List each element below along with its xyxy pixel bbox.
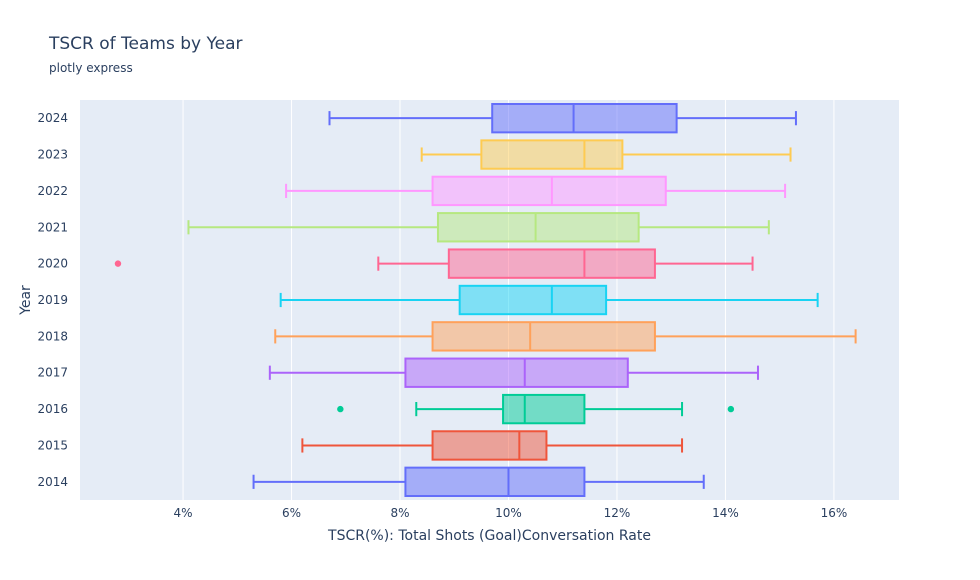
y-tick-label: 2018 bbox=[37, 329, 68, 343]
box-trace bbox=[187, 212, 770, 243]
chart-title: TSCR of Teams by Year bbox=[49, 34, 243, 54]
box-trace bbox=[337, 393, 735, 425]
box-trace bbox=[420, 139, 792, 170]
box-iqr bbox=[480, 139, 624, 170]
box-trace bbox=[279, 284, 819, 316]
x-tick-label: 10% bbox=[495, 506, 522, 520]
box-iqr bbox=[436, 212, 640, 243]
y-tick-label: 2023 bbox=[37, 148, 68, 162]
y-tick-label: 2015 bbox=[37, 438, 68, 452]
box-trace bbox=[114, 248, 754, 279]
x-tick-label: 14% bbox=[712, 506, 739, 520]
y-tick-label: 2022 bbox=[37, 184, 68, 198]
x-tick-label: 6% bbox=[282, 506, 301, 520]
chart-subtitle: plotly express bbox=[49, 61, 133, 75]
outlier-point bbox=[727, 405, 735, 413]
y-tick-label: 2021 bbox=[37, 220, 68, 234]
box-iqr bbox=[404, 357, 629, 388]
outlier-point bbox=[337, 405, 344, 413]
box-iqr bbox=[431, 430, 548, 461]
box-iqr bbox=[502, 393, 586, 425]
box-iqr bbox=[431, 321, 656, 352]
box-trace bbox=[252, 466, 705, 497]
box-trace bbox=[274, 321, 857, 352]
y-axis-label: Year bbox=[18, 285, 34, 316]
box-trace bbox=[285, 175, 787, 207]
y-tick-label: 2024 bbox=[37, 111, 68, 125]
box-iqr bbox=[491, 103, 678, 134]
box-iqr bbox=[447, 248, 656, 279]
box-series bbox=[114, 103, 857, 497]
y-tick-label: 2019 bbox=[37, 293, 68, 307]
x-tick-label: 8% bbox=[390, 506, 409, 520]
y-tick-labels: 2014 2015 2016 2017 2018 2019 2020 2021 2022 2023… bbox=[37, 111, 68, 489]
box-trace bbox=[268, 357, 759, 388]
box-trace bbox=[328, 103, 797, 134]
y-tick-label: 2017 bbox=[37, 366, 68, 380]
y-tick-label: 2016 bbox=[37, 402, 68, 416]
box-iqr bbox=[431, 175, 667, 207]
x-tick-labels: 4% 6% 8% 10% 12% 14% 16% bbox=[174, 506, 848, 520]
box-trace bbox=[301, 430, 684, 461]
x-axis-label: TSCR(%): Total Shots (Goal)Conversation … bbox=[327, 528, 651, 544]
outlier-point bbox=[114, 260, 122, 267]
box-iqr bbox=[458, 284, 608, 316]
y-tick-label: 2014 bbox=[37, 475, 68, 489]
y-tick-label: 2020 bbox=[37, 257, 68, 271]
x-tick-label: 16% bbox=[821, 506, 848, 520]
x-tick-label: 4% bbox=[174, 506, 193, 520]
x-tick-label: 12% bbox=[604, 506, 631, 520]
box-iqr bbox=[404, 466, 586, 497]
